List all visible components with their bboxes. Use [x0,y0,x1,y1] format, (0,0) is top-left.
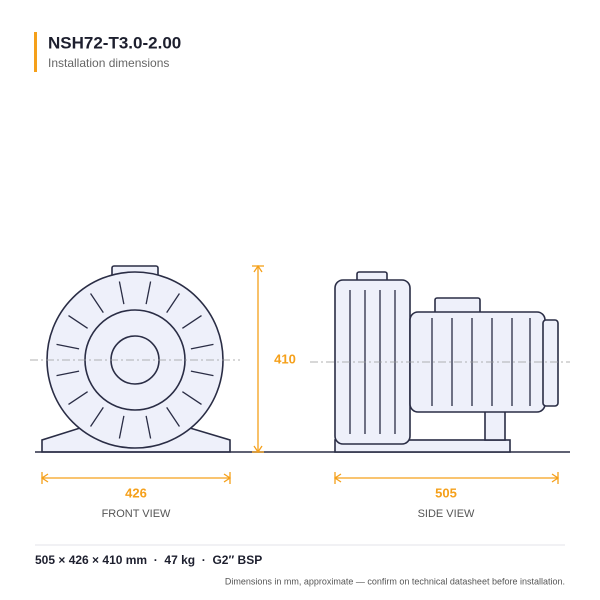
rib [166,407,180,427]
side-view [334,271,559,453]
rib [145,415,152,439]
width-label: 426 [125,485,147,500]
footnote: Dimensions in mm, approximate — confirm … [225,576,565,586]
rib [68,315,88,329]
height-label: 410 [274,351,296,366]
subtitle: Installation dimensions [48,56,169,70]
rib [190,343,214,350]
specs: 505 × 426 × 410 mm · 47 kg · G2″ BSP [35,553,262,567]
fan-cap [542,319,559,407]
rib [118,415,125,439]
rib [182,315,202,329]
dim-arrow [40,472,232,484]
rib [166,293,180,313]
view-label: FRONT VIEW [102,508,171,520]
title-accent [34,32,37,72]
rib [182,391,202,405]
support [484,409,506,441]
front-view [41,265,231,453]
length-label: 505 [435,485,457,500]
rib [90,407,104,427]
dim-arrow [253,264,263,454]
dim-arrow [333,472,560,484]
hub [110,335,160,385]
title: NSH72-T3.0-2.00 [48,33,181,52]
rib [190,370,214,377]
rib [56,370,80,377]
rib [145,281,152,305]
rib [90,293,104,313]
rib [68,391,88,405]
rib [56,343,80,350]
rib [118,281,125,305]
view-label: SIDE VIEW [418,508,475,520]
